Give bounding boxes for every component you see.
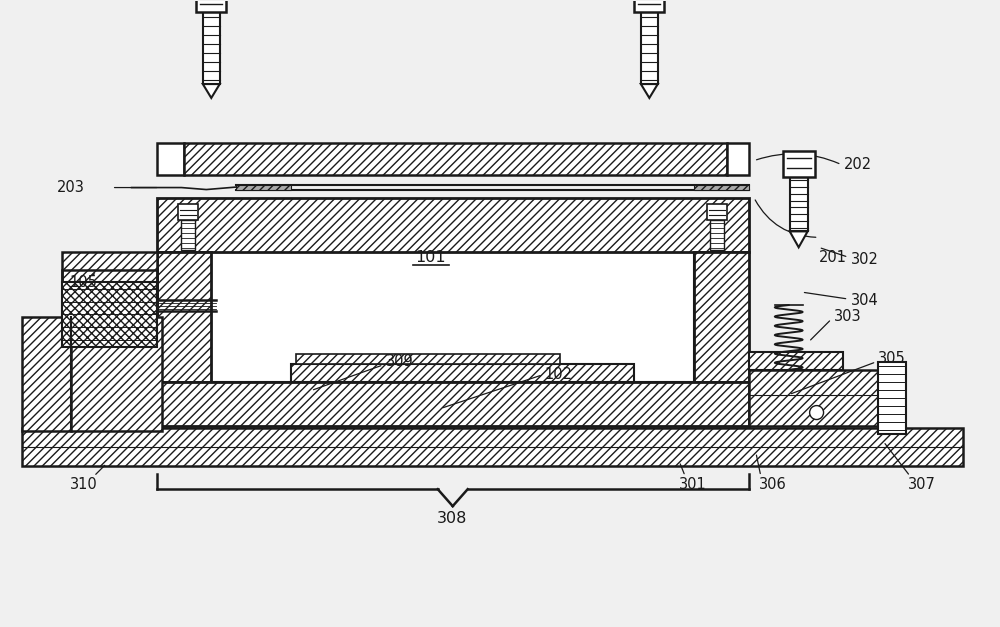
Bar bbox=[727, 143, 749, 174]
Text: 202: 202 bbox=[843, 157, 872, 172]
Bar bbox=[62, 282, 157, 347]
Bar bbox=[211, 252, 694, 382]
Bar bbox=[71, 317, 162, 431]
Text: 305: 305 bbox=[878, 351, 906, 366]
Bar bbox=[878, 362, 906, 435]
Text: 310: 310 bbox=[70, 477, 98, 492]
Bar bbox=[790, 177, 808, 231]
Bar bbox=[196, 0, 226, 13]
Text: 203: 203 bbox=[57, 180, 85, 195]
Text: 102: 102 bbox=[545, 367, 573, 382]
Bar bbox=[694, 252, 749, 382]
Bar bbox=[157, 143, 184, 174]
Bar bbox=[22, 317, 71, 431]
Bar bbox=[22, 428, 963, 466]
Circle shape bbox=[810, 406, 824, 419]
Bar bbox=[157, 198, 749, 252]
Bar bbox=[749, 352, 843, 370]
Bar bbox=[157, 252, 211, 382]
Bar bbox=[184, 143, 727, 174]
Bar bbox=[157, 382, 749, 426]
Polygon shape bbox=[203, 84, 220, 98]
Bar bbox=[749, 370, 878, 426]
Text: 302: 302 bbox=[850, 252, 878, 266]
Text: 309: 309 bbox=[386, 354, 413, 369]
Bar bbox=[694, 184, 749, 189]
Bar bbox=[641, 13, 658, 84]
Bar bbox=[634, 0, 664, 13]
Text: 306: 306 bbox=[759, 477, 787, 492]
Text: 301: 301 bbox=[679, 477, 707, 492]
Bar bbox=[203, 13, 220, 84]
Bar bbox=[178, 204, 198, 221]
Bar bbox=[62, 252, 157, 317]
Polygon shape bbox=[790, 231, 808, 247]
Bar bbox=[291, 364, 634, 382]
Bar bbox=[296, 354, 560, 364]
Bar bbox=[707, 204, 727, 221]
Text: 304: 304 bbox=[850, 293, 878, 308]
Bar bbox=[181, 221, 195, 250]
Text: 307: 307 bbox=[908, 477, 936, 492]
Text: 105: 105 bbox=[70, 275, 98, 290]
Bar bbox=[783, 150, 815, 177]
Bar bbox=[710, 221, 724, 250]
Text: 303: 303 bbox=[834, 310, 861, 325]
Polygon shape bbox=[641, 84, 658, 98]
Bar bbox=[236, 184, 291, 189]
Bar bbox=[62, 270, 157, 359]
Text: 308: 308 bbox=[437, 510, 467, 525]
Text: 201: 201 bbox=[819, 250, 847, 265]
Text: 101: 101 bbox=[415, 250, 446, 265]
